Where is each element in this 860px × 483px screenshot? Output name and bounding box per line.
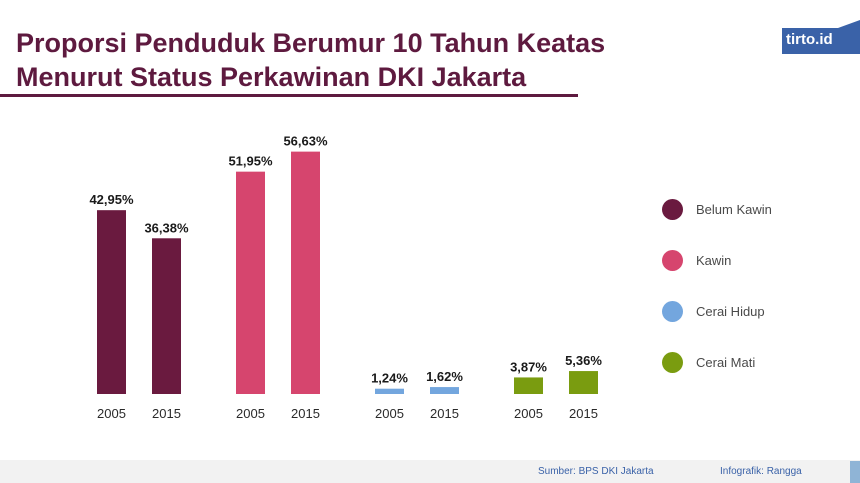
footer-accent	[850, 461, 860, 483]
legend-item-belum-kawin: Belum Kawin	[662, 199, 852, 223]
legend-item-cerai-mati: Cerai Mati	[662, 352, 852, 376]
footer-bar	[0, 460, 860, 483]
legend-swatch	[662, 301, 683, 322]
x-tick-label-belum-kawin-2015: 2015	[152, 406, 181, 421]
legend-item-kawin: Kawin	[662, 250, 852, 274]
bar-cerai-mati-2015	[569, 371, 598, 394]
legend-swatch	[662, 352, 683, 373]
data-label-cerai-hidup-2015: 1,62%	[426, 369, 463, 384]
x-tick-label-kawin-2005: 2005	[236, 406, 265, 421]
x-tick-label-belum-kawin-2005: 2005	[97, 406, 126, 421]
data-label-kawin-2015: 56,63%	[283, 134, 328, 149]
bar-kawin-2005	[236, 171, 265, 394]
data-label-cerai-mati-2005: 3,87%	[510, 359, 547, 374]
x-tick-label-kawin-2015: 2015	[291, 406, 320, 421]
x-tick-label-cerai-mati-2005: 2005	[514, 406, 543, 421]
logo-badge-icon	[782, 20, 860, 54]
data-label-belum-kawin-2015: 36,38%	[144, 220, 189, 235]
legend-swatch	[662, 250, 683, 271]
data-label-cerai-hidup-2005: 1,24%	[371, 371, 408, 386]
bar-chart: 42,95% 2005 36,38% 2015 51,95% 2005 56,63% 2015…	[89, 134, 602, 421]
bar-cerai-mati-2005	[514, 377, 543, 394]
legend-label: Kawin	[696, 253, 732, 268]
data-label-kawin-2005: 51,95%	[228, 154, 273, 169]
logo-text: tirto.id	[786, 31, 833, 48]
legend-swatch	[662, 199, 683, 220]
legend-item-cerai-hidup: Cerai Hidup	[662, 301, 852, 325]
x-tick-label-cerai-hidup-2015: 2015	[430, 406, 459, 421]
data-label-belum-kawin-2005: 42,95%	[89, 192, 134, 207]
tirto-logo: tirto.id	[782, 20, 860, 54]
bar-belum-kawin-2015	[152, 238, 181, 394]
source-text: Sumber: BPS DKI Jakarta	[538, 466, 654, 477]
bar-belum-kawin-2005	[97, 210, 126, 394]
x-tick-label-cerai-mati-2015: 2015	[569, 406, 598, 421]
data-label-cerai-mati-2015: 5,36%	[565, 353, 602, 368]
legend-label: Cerai Hidup	[696, 304, 765, 319]
bar-cerai-hidup-2005	[375, 388, 404, 394]
chart-title-line-2: Menurut Status Perkawinan DKI Jakarta	[16, 62, 527, 92]
bar-cerai-hidup-2015	[430, 387, 459, 394]
credit-text: Infografik: Rangga	[720, 466, 802, 477]
legend-label: Cerai Mati	[696, 355, 756, 370]
x-tick-label-cerai-hidup-2005: 2005	[375, 406, 404, 421]
title-underline	[0, 94, 578, 97]
chart-title-line-1: Proporsi Penduduk Berumur 10 Tahun Keata…	[16, 28, 606, 58]
legend-label: Belum Kawin	[696, 202, 772, 217]
bar-kawin-2015	[291, 151, 320, 394]
chart-title: Proporsi Penduduk Berumur 10 Tahun Keata…	[16, 26, 605, 94]
